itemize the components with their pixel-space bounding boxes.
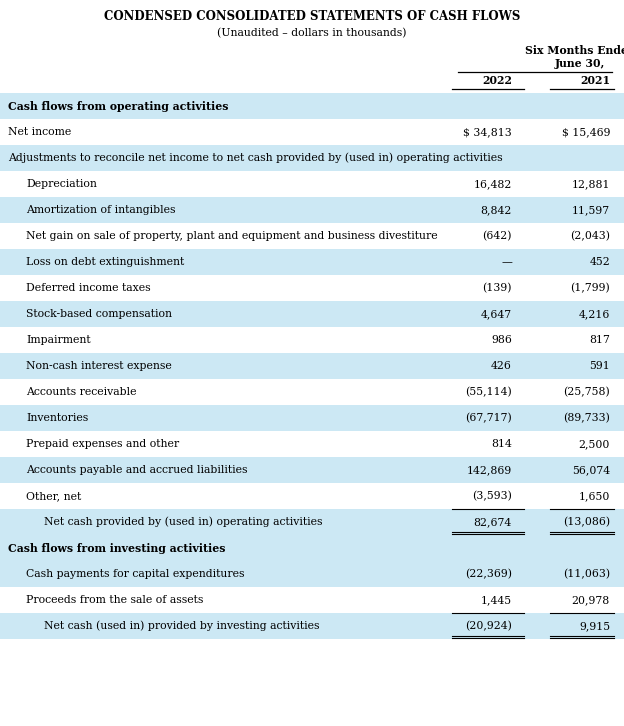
Bar [0,353,624,379]
Bar [0,587,624,613]
Text: 452: 452 [589,257,610,267]
Bar [0,197,624,223]
Bar [0,223,624,249]
Text: 11,597: 11,597 [572,205,610,215]
Text: $ 34,813: $ 34,813 [463,127,512,137]
Bar [0,483,624,509]
Bar [0,613,624,639]
Text: Cash flows from investing activities: Cash flows from investing activities [8,542,225,553]
Text: (642): (642) [482,231,512,241]
Text: Six Months Ended: Six Months Ended [525,45,624,56]
Text: 2,500: 2,500 [578,439,610,449]
Bar [0,431,624,457]
Text: $ 15,469: $ 15,469 [562,127,610,137]
Text: 9,915: 9,915 [579,621,610,631]
Bar [0,171,624,197]
Text: (1,799): (1,799) [570,283,610,293]
Bar [0,275,624,301]
Text: Deferred income taxes: Deferred income taxes [26,283,150,293]
Text: Cash flows from operating activities: Cash flows from operating activities [8,100,228,112]
Bar [0,327,624,353]
Text: 8,842: 8,842 [480,205,512,215]
Text: 56,074: 56,074 [572,465,610,475]
Bar [0,119,624,145]
Text: (67,717): (67,717) [466,413,512,423]
Text: 814: 814 [491,439,512,449]
Text: (Unaudited – dollars in thousands): (Unaudited – dollars in thousands) [217,28,407,38]
Bar [0,535,624,561]
Text: (25,758): (25,758) [563,387,610,397]
Text: 4,216: 4,216 [578,309,610,319]
Text: 1,650: 1,650 [578,491,610,501]
Text: Depreciation: Depreciation [26,179,97,189]
Text: 986: 986 [491,335,512,345]
Text: 142,869: 142,869 [467,465,512,475]
Text: Amortization of intangibles: Amortization of intangibles [26,205,175,215]
Text: (2,043): (2,043) [570,231,610,241]
Text: Inventories: Inventories [26,413,88,423]
Text: (20,924): (20,924) [465,621,512,631]
Bar [0,93,624,119]
Text: Loss on debt extinguishment: Loss on debt extinguishment [26,257,184,267]
Text: Non-cash interest expense: Non-cash interest expense [26,361,172,371]
Text: Adjustments to reconcile net income to net cash provided by (used in) operating : Adjustments to reconcile net income to n… [8,152,502,163]
Text: CONDENSED CONSOLIDATED STATEMENTS OF CASH FLOWS: CONDENSED CONSOLIDATED STATEMENTS OF CAS… [104,10,520,23]
Text: (11,063): (11,063) [563,569,610,579]
Text: Proceeds from the sale of assets: Proceeds from the sale of assets [26,595,203,605]
Text: Other, net: Other, net [26,491,81,501]
Text: 16,482: 16,482 [474,179,512,189]
Bar [0,405,624,431]
Text: 4,647: 4,647 [481,309,512,319]
Text: 426: 426 [491,361,512,371]
Text: Stock-based compensation: Stock-based compensation [26,309,172,319]
Text: June 30,: June 30, [555,58,605,69]
Bar [0,145,624,171]
Bar [0,301,624,327]
Text: (89,733): (89,733) [563,413,610,423]
Text: 12,881: 12,881 [572,179,610,189]
Bar [0,457,624,483]
Text: (13,086): (13,086) [563,517,610,527]
Text: Accounts payable and accrued liabilities: Accounts payable and accrued liabilities [26,465,248,475]
Text: Cash payments for capital expenditures: Cash payments for capital expenditures [26,569,245,579]
Text: Net cash (used in) provided by investing activities: Net cash (used in) provided by investing… [44,621,319,632]
Text: 1,445: 1,445 [481,595,512,605]
Bar [0,379,624,405]
Text: (22,369): (22,369) [465,569,512,579]
Text: Net gain on sale of property, plant and equipment and business divestiture: Net gain on sale of property, plant and … [26,231,437,241]
Bar [0,249,624,275]
Text: 817: 817 [589,335,610,345]
Text: 2022: 2022 [482,75,512,86]
Text: 2021: 2021 [580,75,610,86]
Text: (55,114): (55,114) [466,387,512,397]
Text: Impairment: Impairment [26,335,90,345]
Text: Net cash provided by (used in) operating activities: Net cash provided by (used in) operating… [44,517,323,527]
Text: 20,978: 20,978 [572,595,610,605]
Bar [0,561,624,587]
Text: Prepaid expenses and other: Prepaid expenses and other [26,439,179,449]
Bar [0,509,624,535]
Text: Accounts receivable: Accounts receivable [26,387,137,397]
Text: (3,593): (3,593) [472,491,512,501]
Text: Net income: Net income [8,127,71,137]
Text: (139): (139) [482,283,512,293]
Text: 82,674: 82,674 [474,517,512,527]
Text: —: — [501,257,512,267]
Text: 591: 591 [589,361,610,371]
